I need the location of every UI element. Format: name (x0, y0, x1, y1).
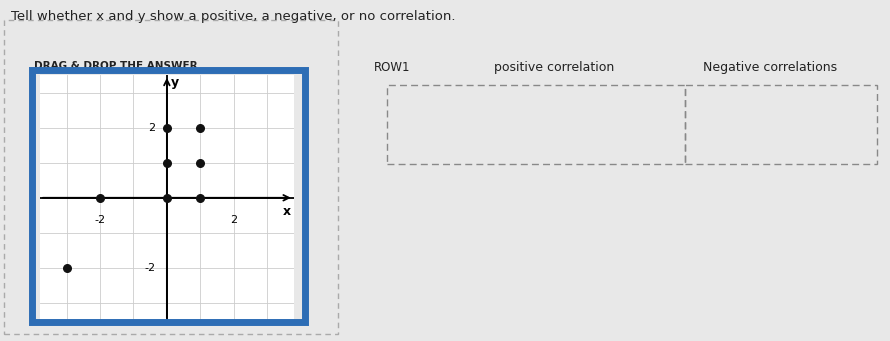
Point (159, 195, 174, 201)
Text: Tell whether x and y show a positive, a negative, or no correlation.: Tell whether x and y show a positive, a … (11, 10, 455, 23)
Text: ROW1: ROW1 (374, 61, 410, 74)
Text: x: x (283, 205, 291, 218)
Point (193, 195, 207, 201)
Text: 2: 2 (148, 123, 155, 133)
Point (60, 265, 74, 271)
Text: y: y (171, 76, 179, 89)
Text: 2: 2 (230, 215, 238, 225)
Text: -2: -2 (94, 215, 106, 225)
Point (193, 125, 207, 130)
Point (159, 125, 174, 130)
Point (193, 160, 207, 165)
Point (93, 195, 107, 201)
Text: positive correlation: positive correlation (494, 61, 614, 74)
Text: -2: -2 (144, 263, 155, 273)
Text: Negative correlations: Negative correlations (703, 61, 837, 74)
Text: DRAG & DROP THE ANSWER: DRAG & DROP THE ANSWER (34, 61, 198, 71)
Point (159, 160, 174, 165)
